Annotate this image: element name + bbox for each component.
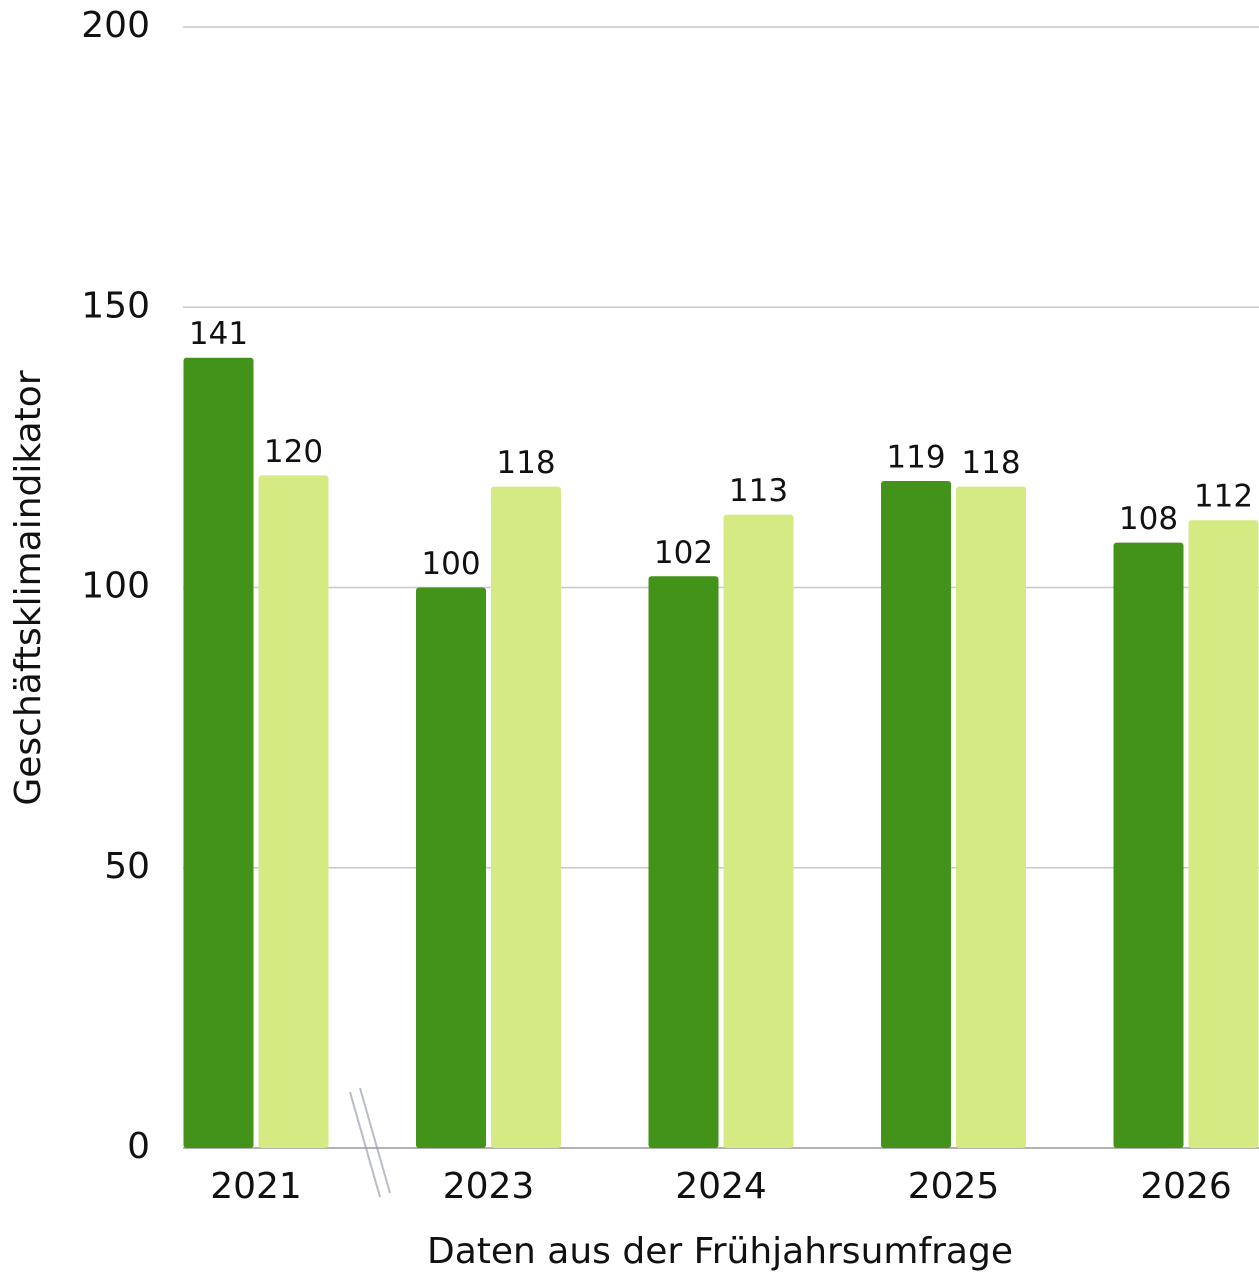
y-axis-title: Geschäftsklimaindikator (8, 370, 49, 805)
y-tick-label: 50 (104, 846, 150, 887)
x-axis-title: Daten aus der Frühjahrsumfrage (427, 1231, 1013, 1272)
y-tick-label: 200 (81, 5, 150, 46)
bar (723, 514, 794, 1148)
bar (648, 576, 719, 1148)
bar (183, 357, 254, 1148)
x-tick-label: 2026 (1140, 1166, 1232, 1207)
bar (416, 587, 486, 1148)
bar (1113, 542, 1184, 1148)
value-label: 100 (421, 546, 480, 582)
x-tick-label: 2023 (443, 1166, 535, 1207)
value-label: 119 (886, 440, 945, 476)
bar (881, 481, 951, 1148)
y-tick-label: 150 (81, 285, 150, 326)
x-tick-label: 2021 (210, 1166, 302, 1207)
bar (1188, 520, 1259, 1148)
bar (956, 486, 1026, 1148)
x-tick-label: 2024 (675, 1166, 767, 1207)
value-label: 118 (961, 445, 1020, 481)
x-tick-label: 2025 (908, 1166, 1000, 1207)
bar (491, 486, 561, 1148)
value-label: 113 (729, 473, 788, 509)
value-label: 102 (654, 535, 713, 571)
value-label: 112 (1194, 479, 1253, 515)
value-label: 120 (264, 434, 323, 470)
value-label: 108 (1119, 501, 1178, 537)
y-tick-label: 0 (127, 1126, 150, 1167)
axis-break (349, 1087, 391, 1198)
value-label: 118 (496, 445, 555, 481)
y-tick-label: 100 (81, 566, 150, 607)
value-label: 141 (189, 316, 248, 352)
bar (258, 475, 329, 1148)
